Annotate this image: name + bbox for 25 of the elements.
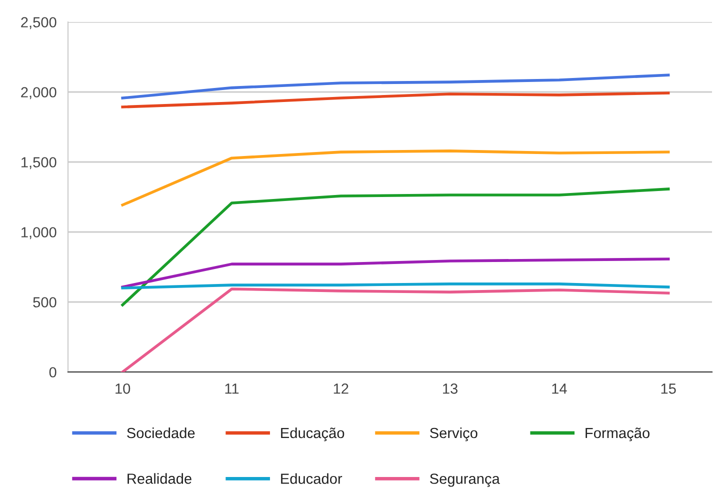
y-tick-label: 2,500 [21,17,56,30]
legend-label: Sociedade [127,427,195,438]
legend-label: Educação [281,427,344,442]
y-tick-label: 1,500 [22,157,56,170]
x-tick-label: 12 [334,383,348,394]
y-tick-label: 500 [33,297,56,308]
x-tick-label: 13 [443,383,458,394]
line-series [121,74,670,100]
y-tick-label: 1,000 [22,227,56,240]
legend-label: Formação [586,428,650,442]
x-tick-label: 15 [661,384,676,394]
legend-label: Serviço [430,427,478,442]
line-series [121,258,670,288]
line-series [121,288,670,372]
y-tick-label: 2,000 [21,87,56,100]
line-series [121,188,670,306]
x-tick-label: 10 [116,383,130,394]
x-tick-label: 14 [552,384,567,394]
line-series [121,92,670,108]
x-tick-label: 11 [225,384,239,394]
legend-label: Realidade [128,473,192,484]
line-series [121,150,670,206]
y-tick-label: 0 [49,367,56,378]
legend-label: Segurança [430,474,500,487]
legend-label: Educador [281,473,342,484]
